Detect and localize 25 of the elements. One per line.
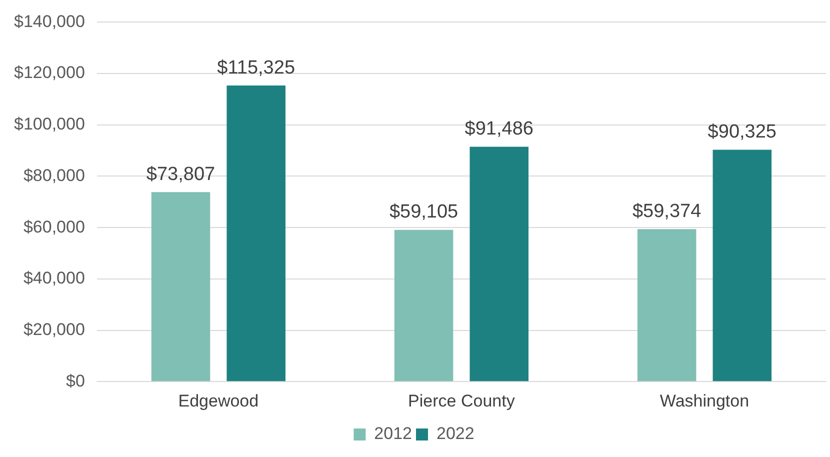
legend-label: 2012 [374, 424, 412, 444]
bar [151, 192, 210, 382]
bar [394, 230, 454, 382]
y-tick-label: $20,000 [23, 320, 85, 339]
y-tick-label: $100,000 [14, 114, 85, 134]
bar [637, 229, 696, 382]
y-tick-label: $80,000 [23, 166, 85, 185]
y-tick-label: $140,000 [14, 12, 85, 31]
data-label: $59,374 [632, 200, 702, 222]
legend-label: 2022 [436, 424, 474, 444]
bar [226, 86, 286, 382]
data-label: $90,325 [708, 121, 776, 142]
data-label: $73,807 [146, 164, 216, 185]
x-tick-label: Edgewood [178, 391, 259, 410]
x-tick-label: Pierce County [408, 391, 516, 410]
data-label: $59,105 [389, 202, 458, 223]
y-tick-label: $0 [66, 371, 85, 390]
y-tick-label: $40,000 [23, 268, 85, 288]
bar [712, 150, 772, 382]
y-tick-label: $120,000 [14, 63, 85, 82]
y-tick-label: $60,000 [23, 217, 85, 236]
x-tick-label: Washington [660, 391, 750, 410]
data-label: $91,486 [464, 118, 534, 140]
data-label: $115,325 [217, 57, 296, 78]
bar [470, 146, 529, 382]
